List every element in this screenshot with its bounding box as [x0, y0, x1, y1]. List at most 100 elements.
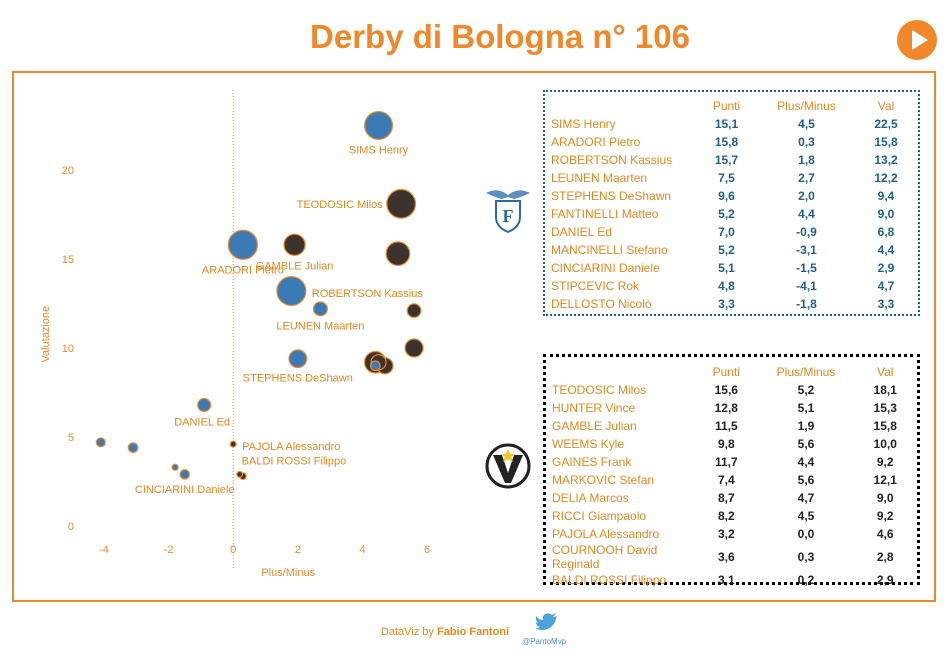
data-point	[197, 397, 212, 412]
data-point	[236, 470, 244, 478]
cell-pm: -1,8	[796, 297, 817, 311]
cell-punti: 5,1	[718, 261, 735, 275]
player-name: ARADORI Pietro	[551, 135, 641, 149]
player-name: GAMBLE Julian	[552, 419, 637, 433]
player-name: STIPCEVIC Rok	[551, 279, 640, 293]
data-point	[95, 437, 106, 448]
cell-pm: -4,1	[796, 279, 817, 293]
cell-punti: 15,6	[714, 383, 738, 397]
data-point	[179, 469, 191, 480]
cell-punti: 15,1	[714, 117, 739, 131]
cell-punti: 8,2	[717, 509, 735, 523]
cell-punti: 7,5	[718, 171, 735, 185]
cell-pm: 4,5	[798, 117, 815, 131]
cell-pm: 2,7	[798, 171, 815, 185]
y-tick-label: 10	[62, 343, 74, 355]
cell-punti: 7,4	[717, 473, 735, 487]
col-header-plus-minus: Plus/Minus	[777, 98, 836, 113]
cell-val: 9,0	[876, 491, 894, 505]
cell-val: 13,2	[874, 153, 898, 167]
point-label: BALDI ROSSI Filippo	[242, 455, 347, 467]
cell-punti: 7,0	[718, 225, 735, 239]
fortitudo-logo: F	[486, 190, 530, 234]
player-name: BALDI ROSSI Filippo	[552, 573, 667, 587]
cell-val: 9,2	[876, 455, 894, 469]
cell-val: 9,4	[877, 189, 895, 203]
cell-punti: 12,8	[714, 401, 738, 415]
player-name: GAINES Frank	[552, 455, 632, 469]
cell-punti: 3,1	[717, 573, 735, 587]
cell-pm: 0,2	[797, 573, 815, 587]
table-row: CINCIARINI Daniele 5,1 -1,5 2,9	[551, 259, 918, 277]
twitter-handle[interactable]: @PantoMvp	[522, 637, 567, 646]
table-row: GAMBLE Julian 11,5 1,9 15,8	[552, 417, 917, 435]
y-tick-label: 20	[62, 165, 74, 177]
table-row: GAINES Frank 11,7 4,4 9,2	[552, 453, 917, 471]
table-row: HUNTER Vince 12,8 5,1 15,3	[552, 399, 917, 417]
table-row: MARKOVIC Stefan 7,4 5,6 12,1	[552, 471, 917, 489]
player-name: TEODOSIC Milos	[552, 383, 647, 397]
x-tick-label: 6	[424, 544, 430, 556]
player-name: RICCI Giampaolo	[552, 509, 647, 523]
cell-val: 2,8	[876, 550, 894, 564]
x-tick-label: -2	[164, 544, 174, 556]
cell-val: 10,0	[873, 437, 897, 451]
player-name: FANTINELLI Matteo	[551, 207, 659, 221]
fortitudo-logo-letter: F	[503, 206, 514, 226]
table-row: LEUNEN Maarten 7,5 2,7 12,2	[551, 169, 918, 187]
data-point	[127, 442, 139, 454]
cell-val: 22,5	[874, 117, 898, 131]
table-row: STEPHENS DeShawn 9,6 2,0 9,4	[551, 187, 918, 205]
play-button[interactable]	[897, 20, 937, 60]
table-row: DELIA Marcos 8,7 4,7 9,0	[552, 489, 917, 507]
cell-val: 6,8	[877, 225, 895, 239]
fortitudo-stats-panel: Punti Plus/Minus Val SIMS Henry 15,1 4,5 22…	[543, 90, 920, 316]
data-point	[404, 338, 424, 358]
x-axis-label: Plus/Minus	[261, 567, 315, 579]
cell-punti: 5,2	[718, 243, 735, 257]
cell-val: 2,9	[877, 261, 895, 275]
player-name: MARKOVIC Stefan	[552, 473, 655, 487]
col-header-punti: Punti	[712, 364, 740, 379]
cell-val: 12,1	[873, 473, 897, 487]
cell-pm: -1,5	[796, 261, 817, 275]
footer-credit: DataViz by Fabio Fantoni	[0, 626, 890, 638]
table-row: FANTINELLI Matteo 5,2 4,4 9,0	[551, 205, 918, 223]
y-tick-label: 15	[62, 254, 74, 266]
point-label: CINCIARINI Daniele	[135, 484, 235, 496]
y-axis-label: Valutazione	[40, 306, 52, 363]
point-label: ARADORI Pietro	[202, 264, 284, 276]
cell-pm: 4,5	[797, 509, 815, 523]
cell-val: 4,7	[877, 279, 895, 293]
cell-punti: 5,2	[718, 207, 735, 221]
cell-punti: 11,5	[714, 419, 738, 433]
cell-val: 9,2	[876, 509, 894, 523]
fortitudo-stats-table: Punti Plus/Minus Val SIMS Henry 15,1 4,5 22…	[551, 96, 918, 313]
cell-val: 4,6	[876, 527, 894, 541]
player-name: LEUNEN Maarten	[551, 171, 648, 185]
cell-punti: 15,7	[714, 153, 739, 167]
cell-punti: 3,2	[717, 527, 735, 541]
page-title: Derby di Bologna n° 106	[310, 18, 690, 55]
scatter-chart: -4 -2 0 2 4 6 0 5 10 15 20 Plus/Minus Valutazione SIM…	[40, 90, 430, 579]
player-name: DANIEL Ed	[551, 225, 612, 239]
table-row: COURNOOH David Reginald 3,6 0,3 2,8	[552, 543, 917, 571]
point-label: PAJOLA Alessandro	[242, 441, 340, 453]
player-name: STEPHENS DeShawn	[551, 189, 672, 203]
virtus-stats-table: Punti Plus/Minus Val TEODOSIC Milos 15,6 5…	[552, 362, 917, 589]
table-row: WEEMS Kyle 9,8 5,6 10,0	[552, 435, 917, 453]
cell-pm: 4,4	[797, 455, 815, 469]
data-point	[283, 233, 306, 256]
twitter-bird-icon[interactable]	[535, 612, 559, 632]
cell-pm: 2,0	[798, 189, 815, 203]
data-point	[369, 360, 381, 372]
cell-pm: 4,7	[797, 491, 815, 505]
table-row: PAJOLA Alessandro 3,2 0,0 4,6	[552, 525, 917, 543]
data-point	[386, 188, 417, 219]
cell-val: 12,2	[874, 171, 898, 185]
virtus-stats-panel: Punti Plus/Minus Val TEODOSIC Milos 15,6 5…	[543, 354, 920, 587]
cell-punti: 3,6	[717, 550, 735, 564]
player-name: PAJOLA Alessandro	[552, 527, 660, 541]
cell-val: 3,3	[877, 297, 895, 311]
player-name: CINCIARINI Daniele	[551, 261, 660, 275]
